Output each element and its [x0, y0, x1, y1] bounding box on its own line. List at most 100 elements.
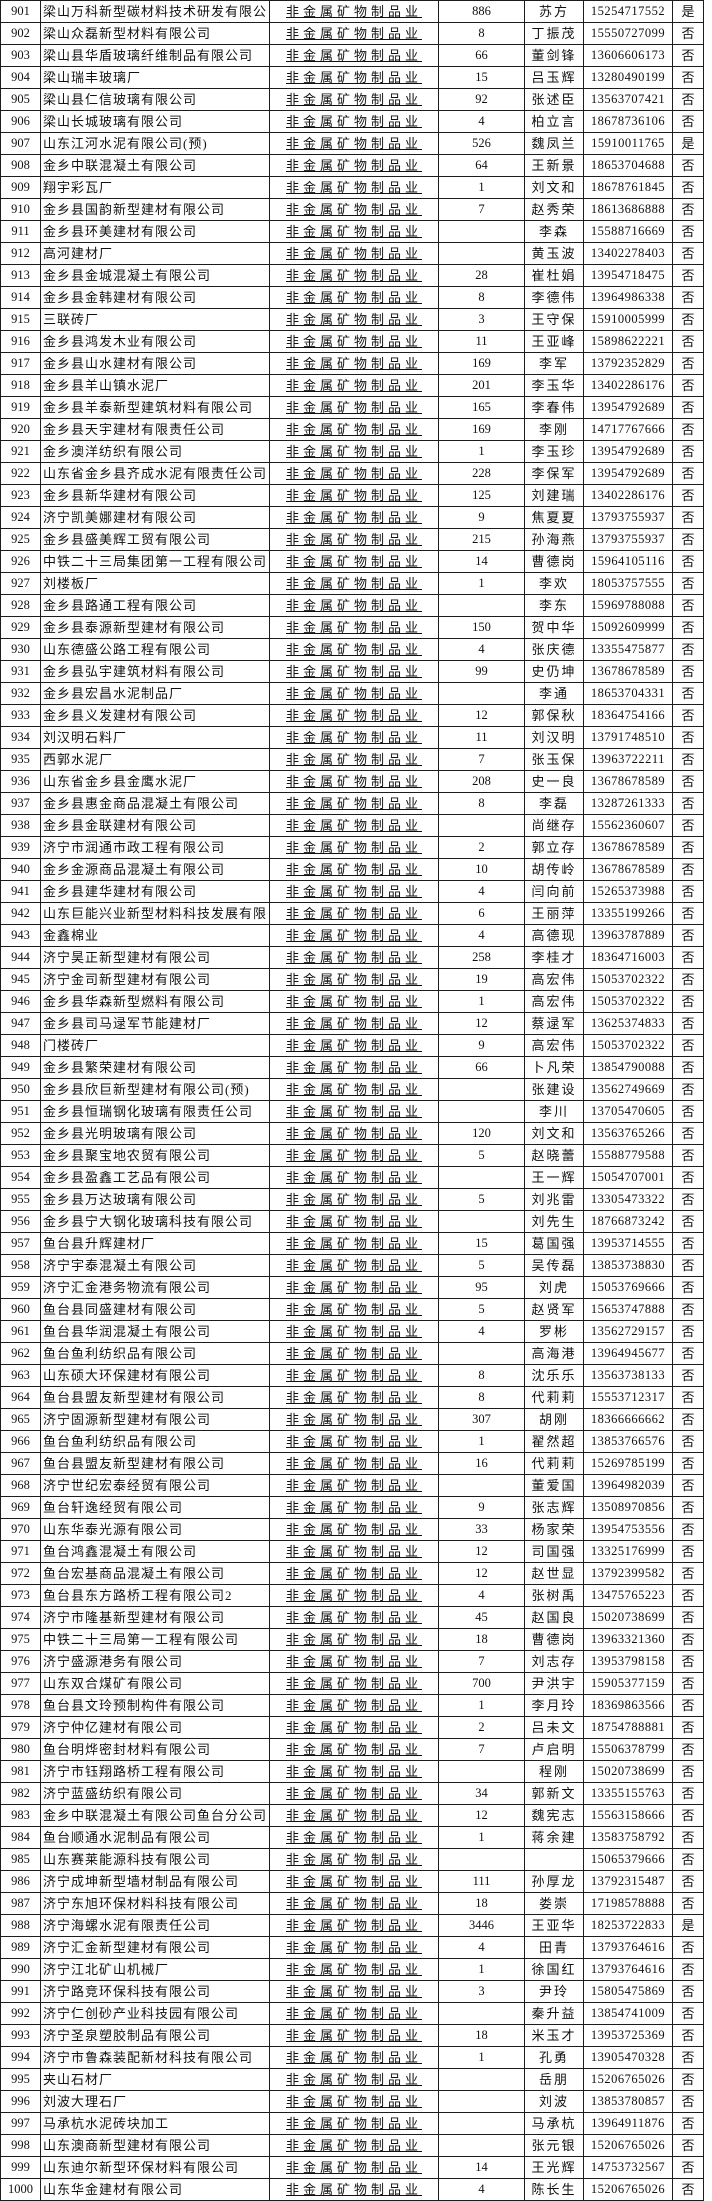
flag-cell: 否: [672, 198, 705, 221]
table-row: 927 刘楼板厂 非金属矿物制品业 1 李欢 18053757555 否: [0, 572, 705, 595]
table-row: 983 金乡中联混凝土有限公司鱼台分公司 非金属矿物制品业 12 魏宪志 15563158…: [0, 1804, 705, 1827]
table-row: 908 金乡中联混凝土有限公司 非金属矿物制品业 64 王新景 18653704688 否: [0, 154, 705, 177]
flag-cell: 否: [672, 1474, 705, 1497]
company-name-cell: 济宁江北矿山机械厂: [39, 1958, 271, 1981]
table-row: 985 山东赛莱能源科技有限公司 非金属矿物制品业 15065379666 否: [0, 1848, 705, 1871]
row-number-cell: 968: [0, 1474, 41, 1497]
company-name-cell: 梁山瑞丰玻璃厂: [39, 66, 271, 89]
employee-count-cell: 8: [438, 286, 526, 309]
flag-cell: 否: [672, 1452, 705, 1475]
phone-cell: 13583758792: [583, 1826, 674, 1849]
row-number-cell: 997: [0, 2112, 41, 2135]
flag-cell: 否: [672, 374, 705, 397]
industry-cell: 非金属矿物制品业: [269, 1958, 440, 1981]
row-number-cell: 946: [0, 990, 41, 1013]
industry-cell: 非金属矿物制品业: [269, 1078, 440, 1101]
phone-cell: 13963722211: [583, 748, 674, 771]
row-number-cell: 969: [0, 1496, 41, 1519]
phone-cell: 13954792689: [583, 440, 674, 463]
employee-count-cell: 8: [438, 1364, 526, 1387]
employee-count-cell: [438, 220, 526, 243]
table-row: 972 鱼台宏基商品混凝土有限公司 非金属矿物制品业 12 赵世显 13792399582…: [0, 1562, 705, 1585]
employee-count-cell: 1: [438, 572, 526, 595]
phone-cell: 13280490199: [583, 66, 674, 89]
company-name-cell: 鱼台县文玲预制构件有限公司: [39, 1694, 271, 1717]
flag-cell: 否: [672, 352, 705, 375]
row-number-cell: 972: [0, 1562, 41, 1585]
employee-count-cell: 8: [438, 1386, 526, 1409]
employee-count-cell: 12: [438, 1804, 526, 1827]
row-number-cell: 988: [0, 1914, 41, 1937]
flag-cell: 否: [672, 1320, 705, 1343]
table-row: 974 济宁市隆基新型建材有限公司 非金属矿物制品业 45 赵国良 15020738699…: [0, 1606, 705, 1629]
row-number-cell: 929: [0, 616, 41, 639]
industry-cell: 非金属矿物制品业: [269, 682, 440, 705]
phone-cell: 18364716003: [583, 946, 674, 969]
row-number-cell: 901: [0, 0, 41, 23]
employee-count-cell: 11: [438, 726, 526, 749]
employee-count-cell: 258: [438, 946, 526, 969]
phone-cell: 15562360607: [583, 814, 674, 837]
table-row: 990 济宁江北矿山机械厂 非金属矿物制品业 1 徐国红 13793764616 否: [0, 1958, 705, 1981]
flag-cell: 否: [672, 2178, 705, 2201]
contact-name-cell: 尹玲: [524, 1980, 585, 2003]
row-number-cell: 939: [0, 836, 41, 859]
industry-cell: 非金属矿物制品业: [269, 1166, 440, 1189]
phone-cell: 15206765026: [583, 2068, 674, 2091]
flag-cell: 否: [672, 1012, 705, 1035]
contact-name-cell: 蔡逯军: [524, 1012, 585, 1035]
company-name-cell: 中铁二十三局第一工程有限公司: [39, 1628, 271, 1651]
industry-cell: 非金属矿物制品业: [269, 66, 440, 89]
industry-cell: 非金属矿物制品业: [269, 0, 440, 23]
employee-count-cell: [438, 1474, 526, 1497]
table-row: 932 金乡县宏昌水泥制品厂 非金属矿物制品业 李通 18653704331 否: [0, 682, 705, 705]
flag-cell: 否: [672, 1188, 705, 1211]
table-row: 943 金鑫棉业 非金属矿物制品业 4 高德现 13963787889 否: [0, 924, 705, 947]
contact-name-cell: 赵秀荣: [524, 198, 585, 221]
flag-cell: 否: [672, 946, 705, 969]
flag-cell: 否: [672, 1958, 705, 1981]
table-row: 969 鱼台轩逸经贸有限公司 非金属矿物制品业 9 张志辉 13508970856 否: [0, 1496, 705, 1519]
employee-count-cell: 4: [438, 1584, 526, 1607]
flag-cell: 否: [672, 484, 705, 507]
flag-cell: 否: [672, 1122, 705, 1145]
company-name-cell: 金乡县金联建材有限公司: [39, 814, 271, 837]
flag-cell: 否: [672, 1870, 705, 1893]
table-row: 959 济宁汇金港务物流有限公司 非金属矿物制品业 95 刘虎 15053769666 否: [0, 1276, 705, 1299]
flag-cell: 否: [672, 1496, 705, 1519]
flag-cell: 否: [672, 990, 705, 1013]
industry-cell: 非金属矿物制品业: [269, 2134, 440, 2157]
table-row: 970 山东华泰光源有限公司 非金属矿物制品业 33 杨家荣 13954753556 否: [0, 1518, 705, 1541]
employee-count-cell: 12: [438, 1562, 526, 1585]
phone-cell: 13402286176: [583, 374, 674, 397]
employee-count-cell: 15: [438, 66, 526, 89]
phone-cell: 13678678589: [583, 770, 674, 793]
flag-cell: 否: [672, 660, 705, 683]
contact-name-cell: 史仍坤: [524, 660, 585, 683]
flag-cell: 否: [672, 1408, 705, 1431]
row-number-cell: 980: [0, 1738, 41, 1761]
table-row: 924 济宁凯美娜建材有限公司 非金属矿物制品业 9 焦夏夏 13793755937 否: [0, 506, 705, 529]
employee-count-cell: 1: [438, 2046, 526, 2069]
flag-cell: 是: [672, 1914, 705, 1937]
company-name-cell: 刘楼板厂: [39, 572, 271, 595]
flag-cell: 否: [672, 242, 705, 265]
contact-name-cell: 李玉华: [524, 374, 585, 397]
company-name-cell: 金乡县宁大钢化玻璃科技有限公司: [39, 1210, 271, 1233]
flag-cell: 否: [672, 2024, 705, 2047]
company-name-cell: 鱼台明烨密封材料有限公司: [39, 1738, 271, 1761]
row-number-cell: 912: [0, 242, 41, 265]
industry-cell: 非金属矿物制品业: [269, 1232, 440, 1255]
phone-cell: 18364754166: [583, 704, 674, 727]
employee-count-cell: 215: [438, 528, 526, 551]
phone-cell: 15269785199: [583, 1452, 674, 1475]
table-row: 931 金乡县弘宇建筑材料有限公司 非金属矿物制品业 99 史仍坤 13678678589…: [0, 660, 705, 683]
phone-cell: 15053702322: [583, 990, 674, 1013]
company-name-cell: 金乡县环美建材有限公司: [39, 220, 271, 243]
company-name-cell: 济宁东旭环保材料科技有限公司: [39, 1892, 271, 1915]
phone-cell: 13792352829: [583, 352, 674, 375]
company-name-cell: 山东赛莱能源科技有限公司: [39, 1848, 271, 1871]
phone-cell: 13793764616: [583, 1958, 674, 1981]
flag-cell: 否: [672, 748, 705, 771]
